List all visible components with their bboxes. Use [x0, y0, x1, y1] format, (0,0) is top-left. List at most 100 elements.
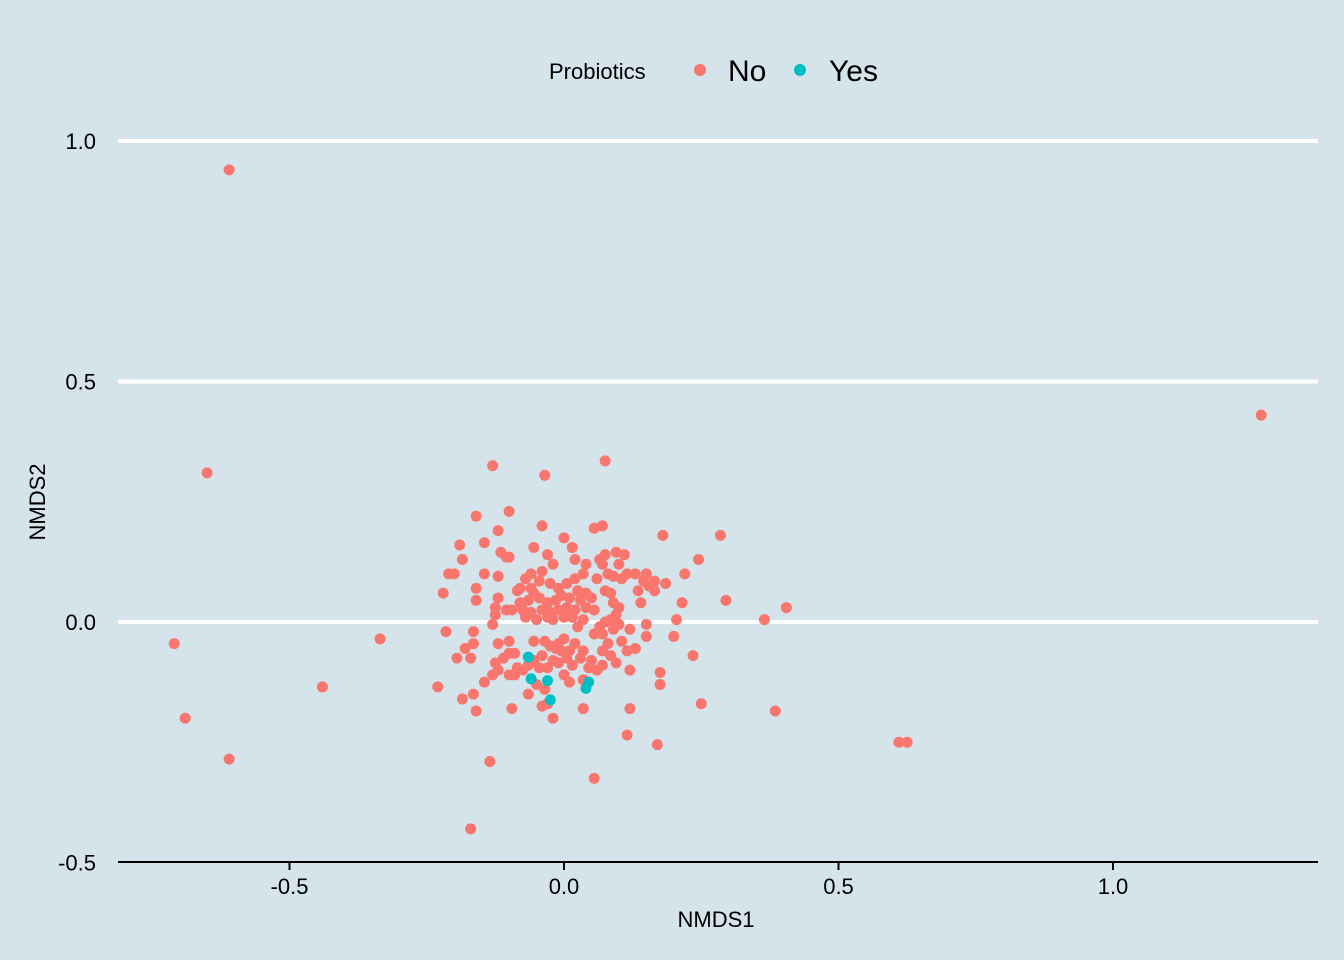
- point-no: [585, 592, 597, 604]
- point-no: [547, 558, 559, 570]
- legend-label-no: No: [728, 55, 766, 88]
- point-no: [528, 541, 540, 553]
- point-no: [503, 551, 515, 563]
- point-no: [596, 628, 608, 640]
- legend-swatch-no: [694, 64, 706, 76]
- point-no: [492, 525, 504, 537]
- point-no: [610, 657, 622, 669]
- point-no: [459, 642, 471, 654]
- point-no: [470, 582, 482, 594]
- point-no: [693, 553, 705, 565]
- point-no: [654, 679, 666, 691]
- point-no: [563, 676, 575, 688]
- point-no: [588, 772, 600, 784]
- point-no: [651, 739, 663, 751]
- point-no: [561, 578, 573, 590]
- point-no: [618, 549, 630, 561]
- point-no: [478, 568, 490, 580]
- point-no: [223, 753, 235, 765]
- point-no: [440, 626, 452, 638]
- point-no: [632, 585, 644, 597]
- point-no: [454, 539, 466, 551]
- point-no: [520, 611, 532, 623]
- x-axis-title: NMDS1: [677, 907, 754, 932]
- point-no: [588, 522, 600, 534]
- legend-swatch-yes: [794, 64, 806, 76]
- point-no: [503, 647, 515, 659]
- x-tick-label: 0.0: [549, 874, 580, 899]
- point-no: [223, 164, 235, 176]
- point-no: [558, 633, 570, 645]
- point-no: [536, 565, 548, 577]
- point-no: [520, 573, 532, 585]
- point-no: [478, 537, 490, 549]
- point-no: [657, 529, 669, 541]
- point-no: [503, 635, 515, 647]
- point-no: [588, 604, 600, 616]
- point-no: [629, 568, 641, 580]
- gridlines: [118, 139, 1318, 624]
- y-axis-title: NMDS2: [25, 463, 50, 540]
- point-no: [487, 618, 499, 630]
- point-no: [451, 652, 463, 664]
- point-no: [616, 635, 628, 647]
- point-no: [522, 688, 534, 700]
- point-no: [467, 638, 479, 650]
- point-no: [624, 703, 636, 715]
- point-no: [511, 662, 523, 674]
- point-no: [536, 520, 548, 532]
- point-no: [432, 681, 444, 693]
- point-no: [536, 650, 548, 662]
- point-no: [591, 573, 603, 585]
- point-no: [679, 568, 691, 580]
- point-no: [558, 611, 570, 623]
- point-no: [443, 568, 455, 580]
- point-no: [758, 614, 770, 626]
- point-no: [528, 635, 540, 647]
- point-no: [577, 568, 589, 580]
- y-tick-label: 0.0: [65, 610, 96, 635]
- x-tick-label: 1.0: [1098, 874, 1129, 899]
- point-no: [624, 623, 636, 635]
- point-no: [553, 657, 565, 669]
- point-no: [599, 455, 611, 467]
- point-no: [542, 611, 554, 623]
- point-no: [539, 683, 551, 695]
- point-no: [602, 568, 614, 580]
- point-no: [780, 602, 792, 614]
- point-no: [489, 657, 501, 669]
- point-no: [640, 630, 652, 642]
- point-no: [374, 633, 386, 645]
- point-no: [577, 703, 589, 715]
- y-tick-label: 0.5: [65, 370, 96, 395]
- point-no: [544, 578, 556, 590]
- point-no: [695, 698, 707, 710]
- point-no: [643, 580, 655, 592]
- y-tick-label: -0.5: [58, 851, 96, 876]
- point-no: [613, 558, 625, 570]
- point-no: [542, 662, 554, 674]
- point-no: [470, 594, 482, 606]
- point-no: [531, 614, 543, 626]
- x-tick-label: -0.5: [271, 874, 309, 899]
- point-no: [487, 460, 499, 472]
- point-no: [470, 705, 482, 717]
- point-no: [503, 505, 515, 517]
- point-no: [621, 645, 633, 657]
- point-no: [506, 703, 518, 715]
- point-no: [893, 736, 905, 748]
- x-tick-label: 0.5: [823, 874, 854, 899]
- point-no: [583, 662, 595, 674]
- point-no: [668, 630, 680, 642]
- point-no: [720, 594, 732, 606]
- point-no: [467, 688, 479, 700]
- point-no: [465, 823, 477, 835]
- point-no: [547, 712, 559, 724]
- point-no: [470, 510, 482, 522]
- point-no: [714, 529, 726, 541]
- point-yes: [583, 676, 595, 688]
- point-no: [492, 638, 504, 650]
- point-no: [671, 614, 683, 626]
- point-no: [503, 669, 515, 681]
